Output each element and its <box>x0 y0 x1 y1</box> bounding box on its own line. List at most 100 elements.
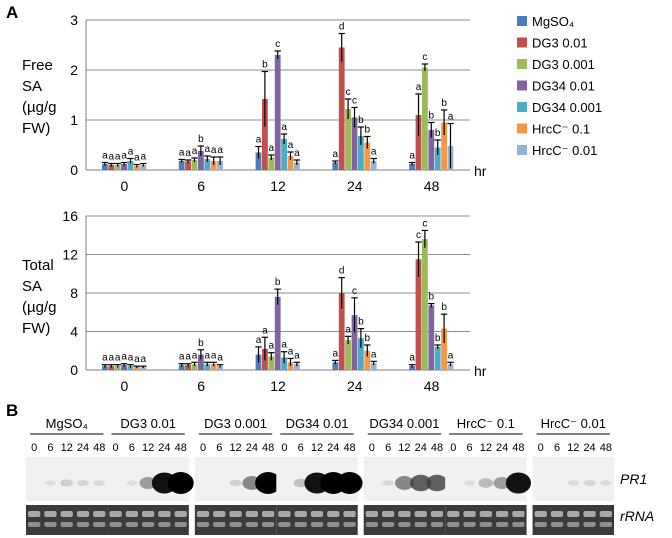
significance-letter: a <box>115 152 121 163</box>
bar <box>255 152 262 170</box>
bar <box>351 315 358 370</box>
x-tick-label: 48 <box>424 378 440 394</box>
bar <box>108 366 115 370</box>
blot-lane-label: 0 <box>538 442 544 454</box>
rrna-band <box>294 522 307 527</box>
bar <box>447 364 454 370</box>
free-sa-hr-unit: hr <box>474 163 487 179</box>
significance-letter: a <box>217 353 223 364</box>
significance-letter: a <box>256 335 262 346</box>
pr1-band <box>600 480 612 486</box>
significance-letter: a <box>345 324 351 335</box>
significance-letter: d <box>339 22 345 33</box>
blot-group-label: DG3 0.001 <box>204 416 267 431</box>
blot-lane-label: 24 <box>496 442 508 454</box>
bar <box>351 117 358 170</box>
significance-letter: a <box>134 354 140 365</box>
rrna-band <box>534 522 547 527</box>
legend-label: DG3 0.01 <box>532 36 588 51</box>
bar <box>134 166 140 170</box>
blot-rrna-background <box>363 505 446 535</box>
significance-letter: b <box>198 134 204 145</box>
bar <box>415 259 422 370</box>
total-sa-ylabel: Total SA (µg/g FW) <box>22 257 57 337</box>
bar <box>178 161 185 170</box>
pr1-band <box>77 479 89 487</box>
blot-lane-label: 48 <box>600 442 612 454</box>
significance-letter: b <box>441 302 447 313</box>
pr1-band <box>382 480 394 486</box>
bar <box>134 367 140 370</box>
bar <box>409 164 415 170</box>
bar <box>198 151 204 170</box>
blot-lane-label: 48 <box>431 442 443 454</box>
bar <box>210 364 217 370</box>
blot-rrna-background <box>107 505 189 535</box>
rrna-band <box>599 522 612 527</box>
pr1-band <box>126 480 138 486</box>
significance-letter: a <box>128 353 134 364</box>
y-tick-label: 1 <box>70 112 78 128</box>
significance-letter: a <box>141 354 147 365</box>
bar <box>108 165 115 170</box>
significance-letter: c <box>275 39 280 50</box>
rrna-band <box>76 522 90 527</box>
y-tick-label: 16 <box>62 208 78 224</box>
pr1-band <box>478 478 494 488</box>
x-tick-label: 48 <box>424 178 440 194</box>
bar <box>441 122 447 170</box>
legend-swatch <box>517 16 527 26</box>
rrna-band <box>430 511 444 517</box>
rrna-band <box>109 522 122 527</box>
rrna-band <box>213 522 226 527</box>
rrna-band <box>196 522 210 527</box>
blot-group-label: DG34 0.001 <box>369 416 439 431</box>
bar <box>204 159 211 170</box>
x-tick-label: 0 <box>121 378 129 394</box>
blot-lane-label: 12 <box>311 442 323 454</box>
rrna-band <box>414 511 427 517</box>
bar <box>287 156 294 170</box>
significance-letter: b <box>441 98 447 109</box>
significance-letter: a <box>115 353 121 364</box>
bar <box>210 161 217 170</box>
rrna-band <box>213 511 226 517</box>
y-tick-label: 4 <box>70 324 78 340</box>
rrna-band <box>28 511 41 517</box>
significance-letter: b <box>435 128 441 139</box>
significance-letter: a <box>256 135 262 146</box>
pr1-band <box>426 474 448 492</box>
blot-lane-label: 48 <box>175 442 187 454</box>
legend-swatch <box>517 145 527 155</box>
blot-lane-label: 24 <box>583 442 595 454</box>
bar <box>268 356 275 370</box>
significance-letter: a <box>192 146 198 157</box>
rrna-band <box>60 522 73 527</box>
blot-lane-label: 24 <box>327 442 339 454</box>
x-tick-label: 6 <box>197 178 205 194</box>
pr1-band <box>567 480 579 486</box>
blot-rrna-background <box>532 505 614 535</box>
rrna-band <box>550 522 564 527</box>
y-tick-label: 3 <box>70 12 78 28</box>
significance-letter: a <box>179 352 185 363</box>
rrna-band <box>229 522 242 527</box>
y-tick-label: 8 <box>70 285 78 301</box>
bar <box>294 162 300 170</box>
significance-letter: a <box>281 340 287 351</box>
bar <box>274 55 281 170</box>
pr1-band <box>464 480 475 486</box>
x-tick-label: 0 <box>121 178 129 194</box>
legend-label: HrcC⁻ 0.01 <box>532 143 597 158</box>
blot-lane-label: 0 <box>113 442 119 454</box>
rrna-band <box>278 522 291 527</box>
legend-swatch <box>517 123 527 134</box>
bar <box>185 365 191 370</box>
rrna-band <box>479 511 492 517</box>
blot-lane-label: 12 <box>480 442 492 454</box>
rrna-band <box>262 511 275 517</box>
legend-label: HrcC⁻ 0.1 <box>532 122 590 137</box>
rrna-band <box>310 522 324 527</box>
rrna-band <box>125 522 138 527</box>
x-tick-label: 24 <box>347 178 363 194</box>
